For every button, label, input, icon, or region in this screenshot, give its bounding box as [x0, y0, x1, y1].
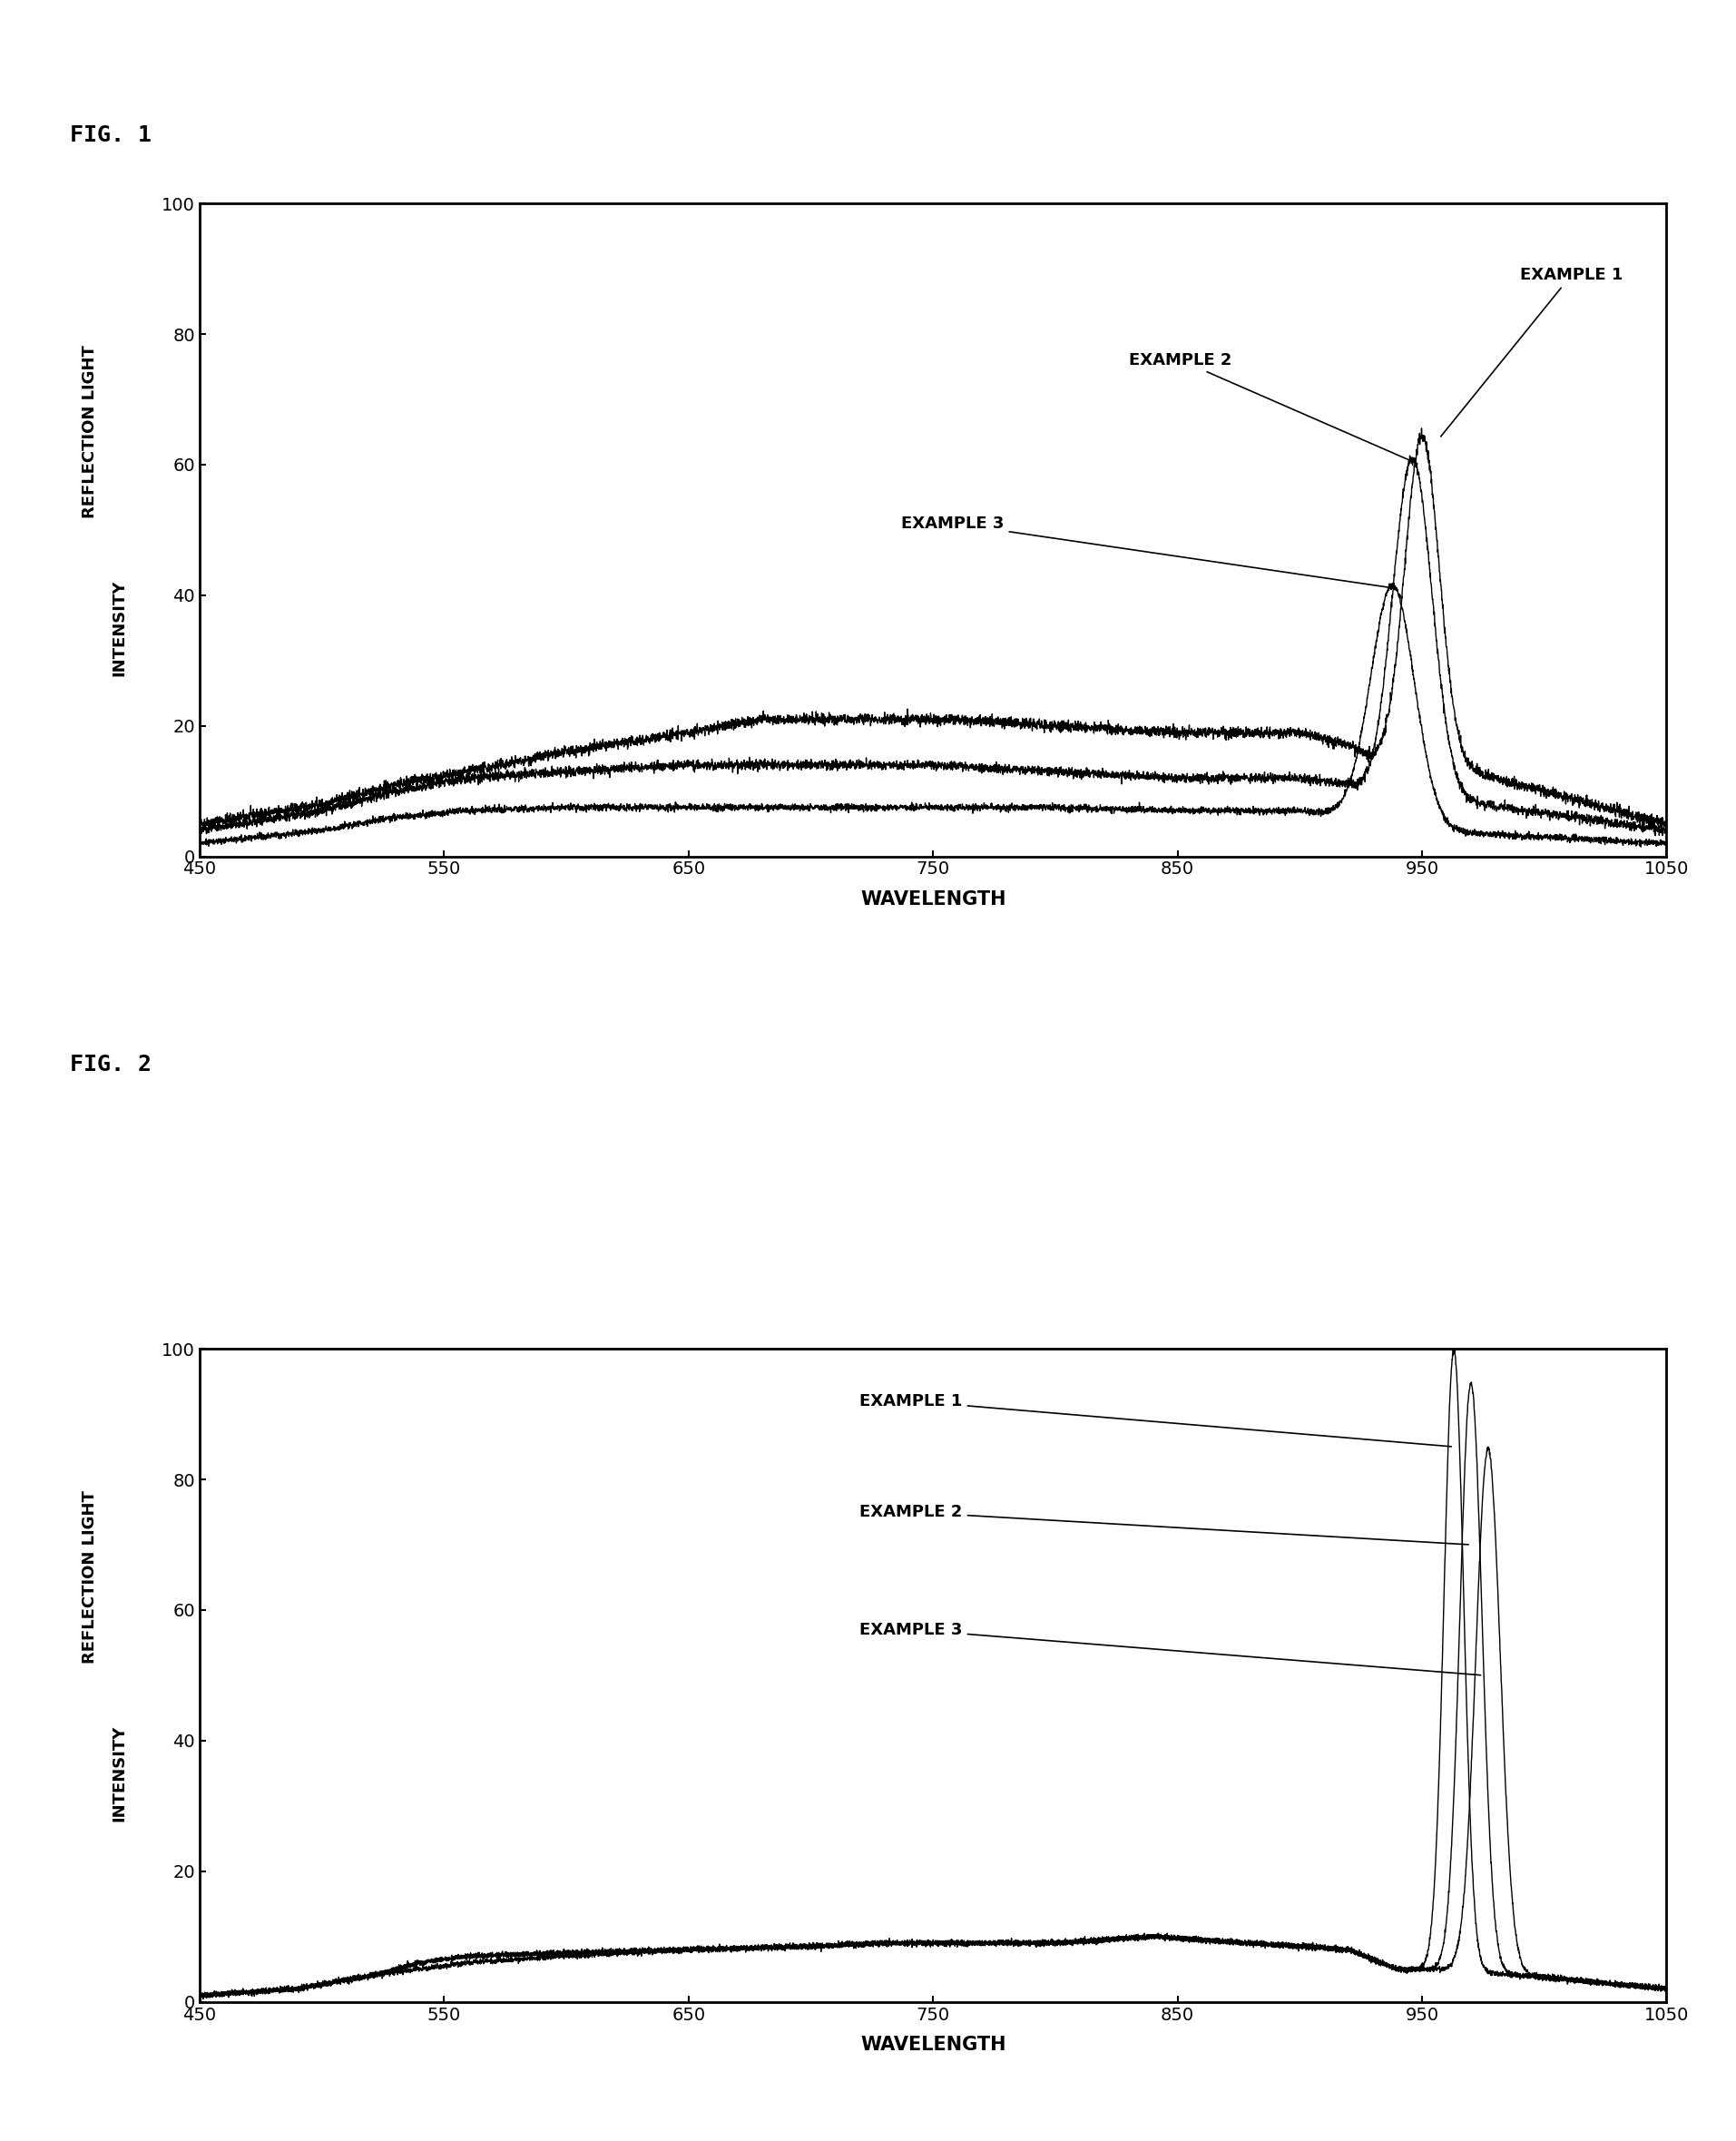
Text: EXAMPLE 3: EXAMPLE 3: [901, 516, 1396, 589]
Text: INTENSITY: INTENSITY: [111, 580, 127, 677]
Text: EXAMPLE 2: EXAMPLE 2: [859, 1503, 1469, 1544]
X-axis label: WAVELENGTH: WAVELENGTH: [861, 2036, 1005, 2053]
Text: REFLECTION LIGHT: REFLECTION LIGHT: [82, 345, 97, 518]
Text: EXAMPLE 2: EXAMPLE 2: [1128, 351, 1417, 465]
Text: EXAMPLE 1: EXAMPLE 1: [1441, 268, 1623, 437]
X-axis label: WAVELENGTH: WAVELENGTH: [861, 891, 1005, 908]
Text: FIG. 1: FIG. 1: [69, 124, 151, 146]
Text: EXAMPLE 3: EXAMPLE 3: [859, 1621, 1481, 1674]
Text: EXAMPLE 1: EXAMPLE 1: [859, 1394, 1451, 1447]
Text: INTENSITY: INTENSITY: [111, 1726, 127, 1822]
Text: FIG. 2: FIG. 2: [69, 1053, 151, 1075]
Text: REFLECTION LIGHT: REFLECTION LIGHT: [82, 1490, 97, 1664]
